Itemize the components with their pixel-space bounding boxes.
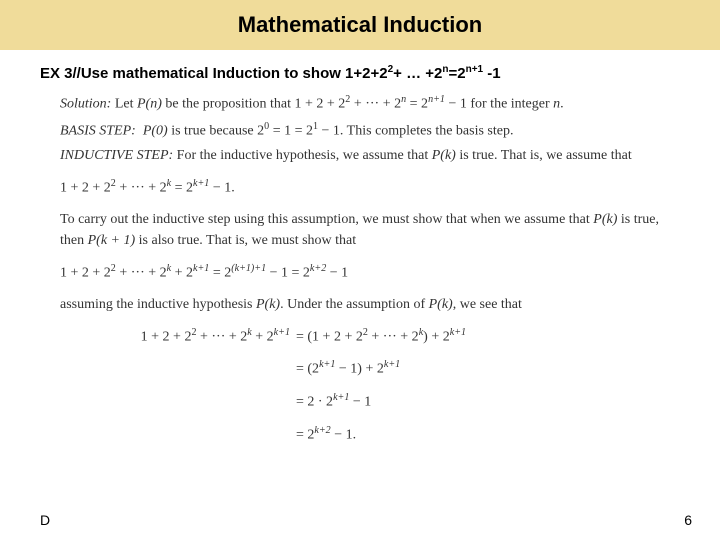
title-bar: Mathematical Induction: [0, 0, 720, 50]
assume-line: assuming the inductive hypothesis P(k). …: [60, 294, 670, 315]
eq1-rhs: = 2: [171, 181, 193, 196]
r1r-k1: k+1: [450, 327, 466, 338]
eq2-k1: k+1: [193, 263, 209, 274]
problem-suffix: -1: [483, 65, 501, 82]
problem-eq: =2: [448, 65, 465, 82]
eq2-eq: = 2: [209, 266, 231, 281]
eq1-tail: − 1.: [209, 181, 234, 196]
r3r-b: − 1: [349, 395, 371, 410]
equation-2: 1 + 2 + 22 + ··· + 2k + 2k+1 = 2(k+1)+1 …: [60, 255, 670, 290]
ind-b2: is true. That is, we assume that: [456, 148, 632, 163]
assume-pk2: P(k): [429, 297, 453, 312]
r2r-k1: k+1: [319, 359, 335, 370]
basis-d: − 1. This completes the basis step.: [318, 123, 513, 138]
inductive-line: INDUCTIVE STEP: For the inductive hypoth…: [60, 145, 670, 166]
al-row4-rhs: = 2k+2 − 1.: [296, 423, 670, 446]
sol-dots: + ··· + 2: [350, 97, 401, 112]
eq1-lhs: 1 + 2 + 2: [60, 181, 111, 196]
r2r-a: = (2: [296, 362, 319, 377]
r1r-a: = (1 + 2 + 2: [296, 329, 363, 344]
equation-1: 1 + 2 + 22 + ··· + 2k = 2k+1 − 1.: [60, 170, 670, 205]
sol-pre: Let: [111, 97, 137, 112]
al-row4-lhs: [60, 423, 290, 446]
al-row2-rhs: = (2k+1 − 1) + 2k+1: [296, 357, 670, 380]
problem-prefix: EX 3//Use mathematical Induction to show…: [40, 65, 388, 82]
r1l-c: + 2: [252, 329, 274, 344]
eq2-lhs: 1 + 2 + 2: [60, 266, 111, 281]
sol-tail: − 1 for the integer: [445, 97, 553, 112]
r2r-k1b: k+1: [384, 359, 400, 370]
basis-c: = 1 = 2: [269, 123, 313, 138]
solution-label: Solution:: [60, 97, 111, 112]
al-row2-lhs: [60, 357, 290, 380]
assume-a: assuming the inductive hypothesis: [60, 297, 256, 312]
assume-b: . Under the assumption of: [280, 297, 429, 312]
r3r-k1: k+1: [333, 392, 349, 403]
problem-statement: EX 3//Use mathematical Induction to show…: [0, 50, 720, 88]
sol-post: be the proposition that 1 + 2 + 2: [162, 97, 345, 112]
footer-left: D: [40, 512, 50, 528]
sol-period: .: [560, 97, 564, 112]
al-row3-lhs: [60, 390, 290, 413]
proof-body: Solution: Let P(n) be the proposition th…: [0, 88, 720, 445]
eq2-mid: − 1 = 2: [266, 266, 310, 281]
ind-label: INDUCTIVE STEP:: [60, 148, 173, 163]
sol-eq: = 2: [406, 97, 428, 112]
ind-pk: P(k): [432, 148, 456, 163]
r3r-a: = 2 · 2: [296, 395, 333, 410]
basis-b: is true because 2: [168, 123, 264, 138]
assume-pk: P(k): [256, 297, 280, 312]
r1l-a: 1 + 2 + 2: [141, 329, 192, 344]
r4r-k2: k+2: [314, 425, 330, 436]
carry-c: is also true. That is, we must show that: [135, 233, 356, 248]
problem-mid: + … +2: [393, 65, 442, 82]
carry-a: To carry out the inductive step using th…: [60, 212, 593, 227]
footer-page-number: 6: [684, 512, 692, 528]
eq2-tail: − 1: [326, 266, 348, 281]
r1r-c: ) + 2: [423, 329, 450, 344]
sol-expn1: n+1: [428, 94, 445, 105]
problem-expn1: n+1: [466, 64, 484, 75]
solution-line: Solution: Let P(n) be the proposition th…: [60, 92, 670, 115]
al-row1-lhs: 1 + 2 + 22 + ··· + 2k + 2k+1: [60, 325, 290, 348]
eq2-dots: + ··· + 2: [116, 266, 167, 281]
r4r-b: − 1.: [331, 427, 356, 442]
r2r-b: − 1) + 2: [335, 362, 383, 377]
al-row3-rhs: = 2 · 2k+1 − 1: [296, 390, 670, 413]
basis-line: BASIS STEP: P(0) is true because 20 = 1 …: [60, 119, 670, 142]
eq2-plus: + 2: [171, 266, 193, 281]
r1r-b: + ··· + 2: [368, 329, 419, 344]
assume-c: , we see that: [453, 297, 522, 312]
eq1-k1: k+1: [193, 178, 209, 189]
r1l-k1: k+1: [274, 327, 290, 338]
carry-line: To carry out the inductive step using th…: [60, 209, 670, 251]
basis-label: BASIS STEP:: [60, 123, 136, 138]
r4r-a: = 2: [296, 427, 314, 442]
r1l-b: + ··· + 2: [197, 329, 248, 344]
basis-p0: P(0): [143, 123, 168, 138]
eq2-k2: k+2: [310, 263, 326, 274]
eq2-exp: (k+1)+1: [231, 263, 266, 274]
ind-b1: For the inductive hypothesis, we assume …: [173, 148, 432, 163]
page-title: Mathematical Induction: [238, 12, 482, 38]
carry-pk1: P(k + 1): [88, 233, 136, 248]
carry-pk: P(k): [593, 212, 617, 227]
aligned-equations: 1 + 2 + 22 + ··· + 2k + 2k+1 = (1 + 2 + …: [60, 319, 670, 446]
eq1-dots: + ··· + 2: [116, 181, 167, 196]
pn: P(n): [137, 97, 162, 112]
al-row1-rhs: = (1 + 2 + 22 + ··· + 2k) + 2k+1: [296, 325, 670, 348]
